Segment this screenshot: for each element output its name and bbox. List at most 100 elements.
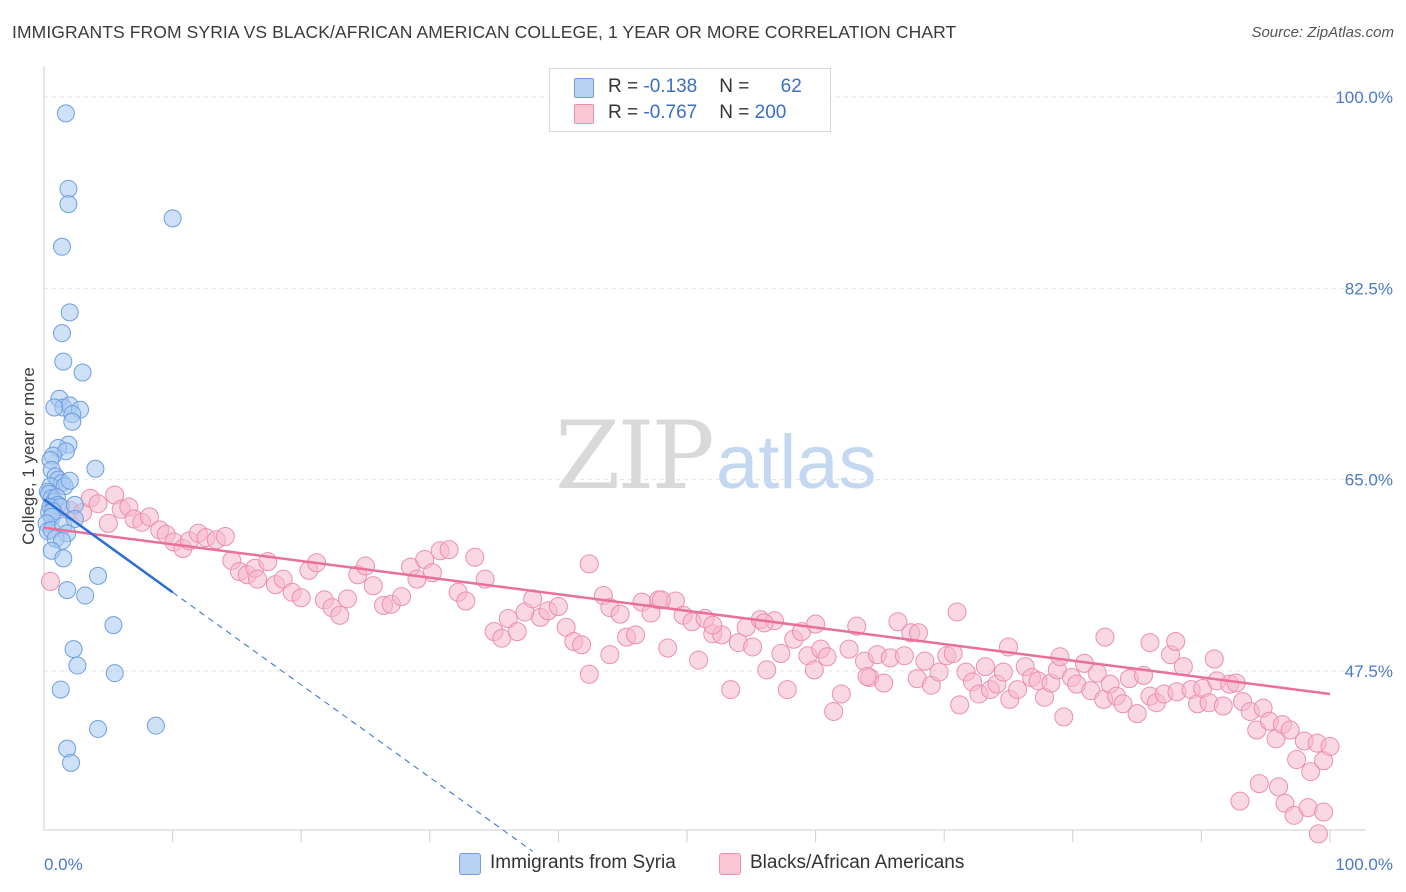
blue-data-point	[64, 640, 83, 659]
legend-r-label: R =	[608, 76, 644, 97]
pink-data-point	[1173, 657, 1193, 677]
legend-n-value: 62	[780, 76, 802, 97]
blue-data-point	[163, 209, 182, 228]
legend-r-value: -0.767	[643, 102, 698, 123]
pink-data-point	[392, 587, 412, 607]
pink-series-points	[40, 485, 1340, 844]
blue-data-point	[45, 398, 64, 417]
pink-data-point	[824, 701, 844, 721]
pink-data-point	[1213, 696, 1233, 716]
pink-data-point	[548, 596, 568, 616]
y-tick-label: 65.0%	[1345, 471, 1393, 490]
pink-data-point	[857, 666, 877, 686]
blue-data-point	[89, 566, 108, 585]
pink-data-point	[1287, 750, 1307, 770]
pink-data-point	[330, 605, 350, 625]
pink-data-point	[929, 662, 949, 682]
pink-data-point	[993, 662, 1013, 682]
x-tick-label-left: 0.0%	[44, 855, 83, 874]
legend-r-label: R =	[608, 102, 644, 123]
pink-data-point	[40, 571, 60, 591]
blue-data-point	[51, 680, 70, 699]
pink-data-point	[874, 673, 894, 693]
watermark-zip: ZIP	[555, 402, 712, 511]
pink-data-point	[88, 494, 108, 514]
pink-data-point	[1095, 627, 1115, 647]
bottom-legend-label: Immigrants from Syria	[490, 852, 676, 873]
pink-data-point	[356, 556, 375, 576]
pink-data-point	[1166, 631, 1186, 651]
blue-data-point	[62, 753, 81, 772]
pink-data-point	[757, 660, 777, 680]
pink-data-point	[831, 684, 851, 704]
blue-data-point	[86, 459, 105, 478]
y-tick-label: 82.5%	[1345, 279, 1393, 298]
pink-data-point	[1127, 704, 1147, 724]
blue-data-point	[73, 363, 92, 382]
pink-data-point	[743, 637, 763, 657]
pink-data-point	[439, 540, 459, 560]
pink-data-point	[1204, 649, 1224, 669]
pink-data-point	[1140, 633, 1160, 653]
pink-data-point	[839, 639, 859, 659]
pink-data-point	[1008, 680, 1028, 700]
chart-title: IMMIGRANTS FROM SYRIA VS BLACK/AFRICAN A…	[12, 22, 957, 42]
pink-data-point	[291, 588, 311, 608]
blue-data-point	[60, 471, 79, 490]
blue-trend-line	[43, 498, 174, 594]
pink-data-point	[1050, 647, 1070, 667]
blue-data-point	[54, 352, 73, 371]
legend-r-value: -0.138	[643, 76, 698, 97]
pink-trend-line	[43, 526, 1331, 696]
watermark: ZIP atlas	[555, 402, 877, 511]
pink-data-point	[337, 589, 357, 609]
blue-data-point	[54, 549, 73, 568]
blue-data-point	[58, 581, 77, 600]
pink-data-point	[626, 625, 646, 645]
correlation-legend: R = -0.138 N = 62 R = -0.767 N = 200	[549, 68, 831, 132]
pink-data-point	[273, 569, 293, 589]
y-tick-label: 100.0%	[1335, 88, 1393, 107]
pink-data-point	[806, 614, 826, 634]
pink-data-point	[847, 616, 867, 636]
pink-data-point	[465, 547, 485, 567]
pink-data-point	[215, 527, 235, 547]
pink-data-point	[579, 554, 599, 574]
source-label: Source: ZipAtlas.com	[1251, 24, 1394, 41]
pink-data-point	[139, 507, 159, 527]
pink-data-point	[1054, 707, 1074, 727]
pink-data-point	[703, 615, 723, 635]
legend-n-label: N =	[719, 102, 755, 123]
pink-data-point	[689, 650, 709, 670]
blue-data-point	[89, 719, 108, 738]
pink-data-point	[817, 647, 837, 667]
blue-series-points	[37, 104, 182, 772]
grid-lines	[44, 96, 1366, 672]
pink-data-point	[98, 513, 118, 533]
pink-data-point	[888, 612, 908, 632]
pink-data-point	[1320, 736, 1340, 756]
pink-data-point	[363, 576, 383, 596]
bottom-swatch-pink	[719, 853, 741, 875]
x-tick-label-right: 100.0%	[1335, 855, 1393, 874]
pink-data-point	[456, 591, 476, 611]
blue-data-point	[76, 586, 95, 605]
axes	[43, 66, 1366, 842]
pink-data-point	[498, 609, 518, 629]
tick-labels: 100.0% 82.5% 65.0% 47.5% 0.0% 100.0%	[44, 88, 1393, 874]
blue-data-point	[59, 195, 78, 214]
pink-data-point	[777, 680, 797, 700]
blue-data-point	[53, 324, 72, 343]
legend-swatch-pink	[574, 104, 594, 124]
pink-data-point	[651, 590, 671, 610]
bottom-swatch-blue	[459, 853, 481, 875]
pink-data-point	[1230, 791, 1250, 811]
pink-data-point	[804, 660, 824, 680]
blue-data-point	[56, 104, 75, 123]
blue-data-point	[105, 664, 124, 683]
pink-data-point	[1280, 720, 1300, 740]
blue-data-point	[60, 303, 79, 322]
pink-data-point	[950, 695, 970, 715]
blue-data-point	[146, 716, 165, 735]
